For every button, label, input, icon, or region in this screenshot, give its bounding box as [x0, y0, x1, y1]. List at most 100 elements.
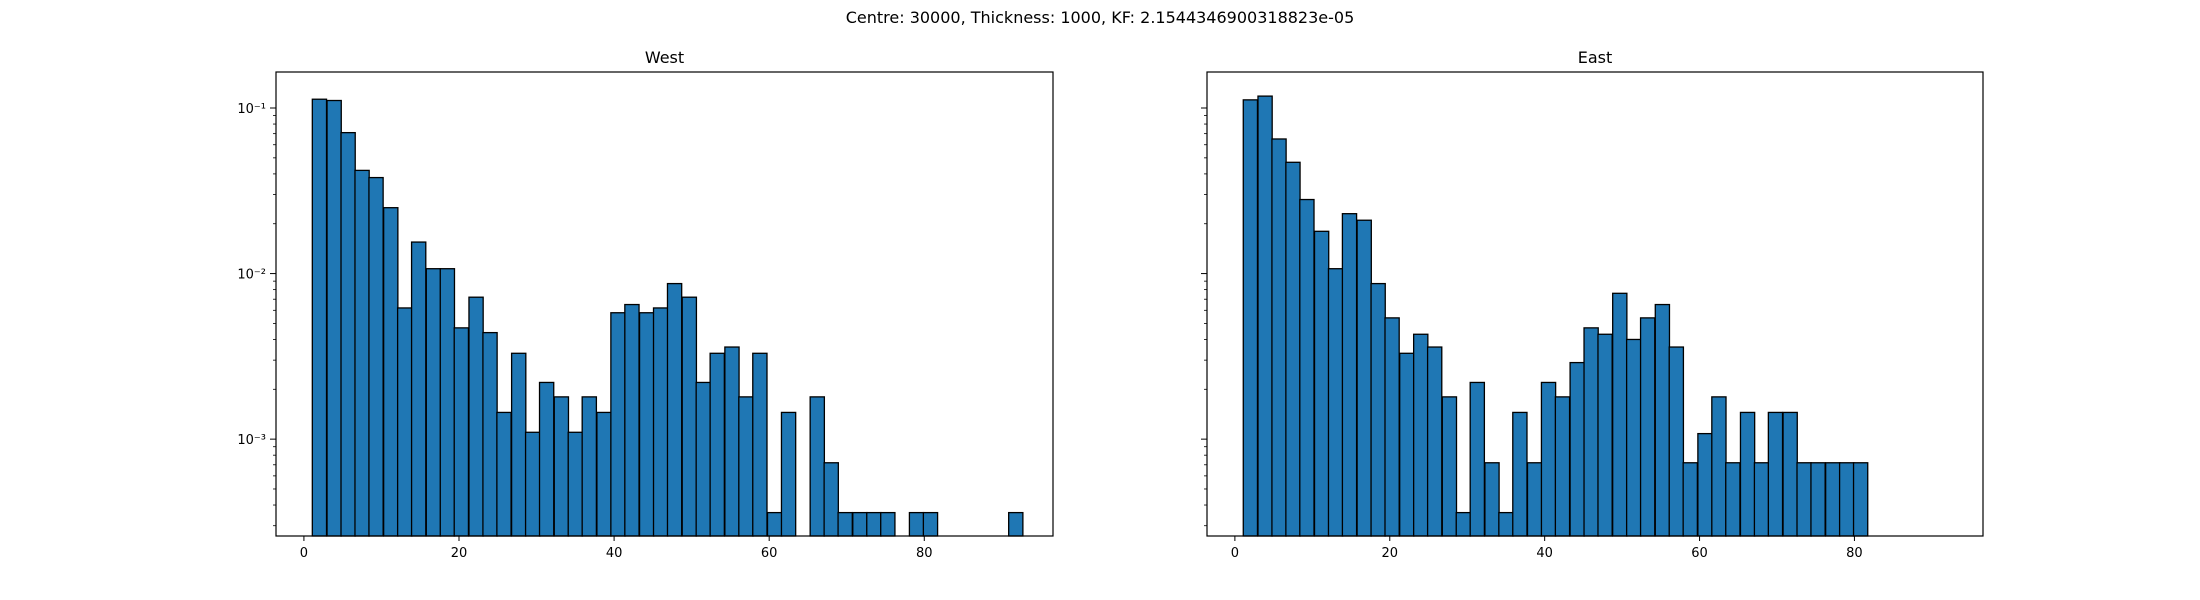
histogram-bar	[1441, 396, 1458, 537]
x-tick-label: 40	[1536, 546, 1553, 561]
histogram-bar	[1612, 292, 1628, 537]
axes-frame	[275, 71, 1054, 537]
histogram-bar	[1625, 338, 1642, 537]
histogram-bar	[1540, 381, 1557, 537]
histogram-bar	[1257, 95, 1273, 537]
histogram-bar	[866, 511, 882, 537]
histogram-bar	[396, 307, 413, 537]
panel-title: East	[1578, 48, 1613, 67]
bars-west	[311, 98, 1024, 537]
histogram-bar	[482, 331, 498, 537]
histogram-bar	[383, 207, 399, 537]
histogram-bar	[1271, 138, 1287, 537]
histogram-bar	[1285, 161, 1301, 537]
x-tick-label: 80	[1846, 546, 1863, 561]
histogram-bar	[425, 268, 442, 537]
histogram-bar	[1583, 327, 1599, 537]
histogram-bar	[1484, 462, 1500, 537]
histogram-bar	[410, 241, 427, 537]
x-tick-label: 0	[1231, 546, 1239, 561]
histogram-bar	[724, 346, 740, 537]
panel-title: West	[645, 48, 684, 67]
histogram-bar	[510, 352, 527, 537]
y-tick-label: 10⁻¹	[237, 102, 266, 117]
histogram-bar	[1313, 230, 1330, 537]
histogram-bar	[1569, 361, 1585, 537]
histogram-bar	[453, 327, 470, 537]
histogram-bar	[1767, 411, 1784, 537]
histogram-bar	[1242, 99, 1259, 537]
x-tick-label: 40	[606, 546, 623, 561]
histogram-bar	[553, 396, 570, 537]
histogram-bar	[311, 98, 328, 537]
histogram-bar	[624, 303, 640, 537]
histogram-bar	[1782, 411, 1798, 537]
x-tick-label: 80	[916, 546, 933, 561]
histogram-bar	[1299, 198, 1315, 537]
x-tick-label: 20	[1381, 546, 1398, 561]
histogram-bar	[1597, 333, 1613, 537]
histogram-bar	[709, 352, 725, 537]
histogram-bar	[1838, 462, 1855, 537]
histogram-bar	[354, 169, 370, 537]
figure-title: Centre: 30000, Thickness: 1000, KF: 2.15…	[845, 8, 1355, 27]
y-tick-label: 10⁻³	[237, 433, 266, 448]
histogram-bar	[1512, 411, 1528, 537]
histogram-bar	[1455, 511, 1472, 537]
x-tick-label: 60	[1691, 546, 1708, 561]
histogram-bar	[1697, 432, 1713, 537]
histogram-bar	[1526, 462, 1543, 537]
histogram-bar	[610, 312, 626, 537]
histogram-bar	[439, 268, 456, 537]
histogram-bar	[1711, 396, 1727, 537]
histogram-bar	[1654, 303, 1671, 537]
histogram-bar	[880, 511, 896, 537]
histogram-bar	[496, 411, 512, 537]
histogram-bar	[852, 511, 868, 537]
histogram-bar	[596, 411, 612, 537]
histogram-bar	[468, 296, 484, 537]
histogram-bar	[752, 352, 768, 537]
histogram-bar	[695, 381, 712, 537]
histogram-bar	[1370, 282, 1386, 537]
histogram-bar	[368, 176, 384, 537]
axes-frame	[1206, 71, 1984, 537]
y-tick-label: 10⁻²	[237, 268, 266, 283]
histogram-bar	[1341, 213, 1358, 537]
histogram-bar	[652, 307, 669, 537]
histogram-bar	[1356, 219, 1372, 537]
histogram-bar	[922, 511, 939, 537]
histogram-bar	[1498, 511, 1514, 537]
histogram-bar	[1725, 462, 1741, 537]
histogram-bar	[809, 396, 826, 537]
histogram-bar	[638, 312, 655, 537]
histogram-bar	[1753, 462, 1770, 537]
histogram-bar	[1639, 317, 1656, 537]
histogram-bar	[1825, 462, 1841, 537]
histogram-bar	[766, 511, 783, 537]
east-panel: East 0 20 40 60 80	[1201, 48, 1984, 561]
histogram-bar	[780, 411, 797, 537]
histogram-bar	[581, 396, 598, 537]
histogram-bar	[524, 431, 541, 537]
x-tick-label: 60	[761, 546, 778, 561]
histogram-bar	[340, 131, 356, 537]
histogram-bar	[1810, 462, 1826, 537]
histogram-bar	[567, 431, 584, 537]
histogram-bar	[1327, 268, 1344, 537]
histogram-bar	[1739, 411, 1756, 537]
histogram-bar	[1796, 462, 1812, 537]
x-tick-label: 0	[300, 546, 308, 561]
west-panel: West 0 20 40 60 80 10⁻³ 10⁻² 10⁻¹	[237, 48, 1054, 561]
histogram-bar	[908, 511, 925, 537]
histogram-bar	[1668, 346, 1685, 537]
histogram-bar	[1469, 381, 1486, 537]
bars-east	[1242, 95, 1869, 537]
histogram-bar	[538, 381, 555, 537]
histogram-bar	[1412, 333, 1429, 537]
histogram-bar	[823, 462, 839, 537]
histogram-bar	[1008, 511, 1024, 537]
histogram-bar	[1852, 462, 1869, 537]
histogram-bar	[738, 396, 754, 537]
